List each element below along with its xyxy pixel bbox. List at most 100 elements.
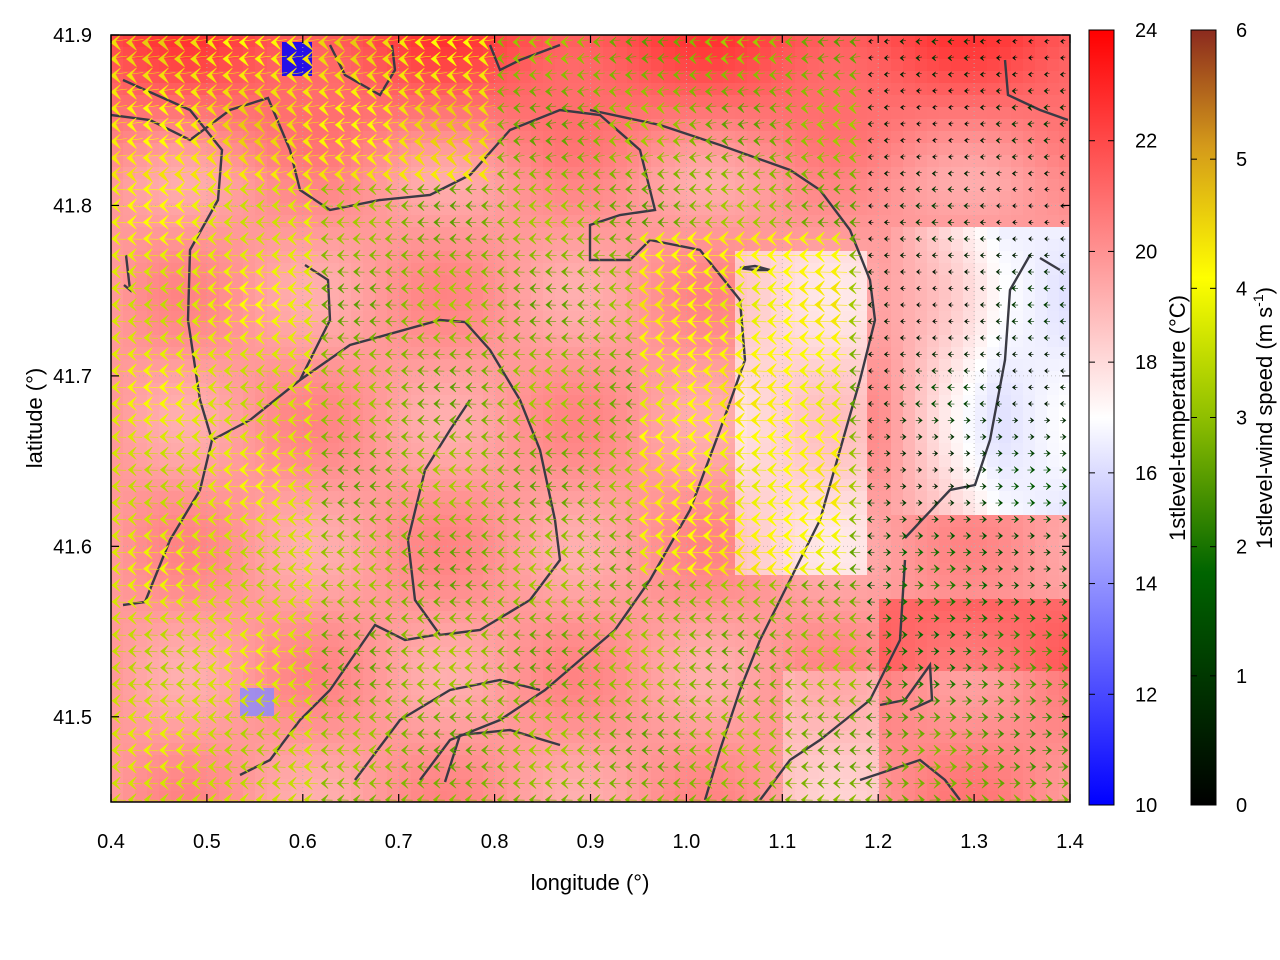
wind-arrow <box>321 316 333 327</box>
wind-arrow <box>592 480 605 492</box>
wind-arrow <box>254 479 271 494</box>
wind-arrow <box>671 561 687 576</box>
wind-arrow <box>625 217 637 228</box>
wind-arrow <box>496 102 509 114</box>
wind-arrow <box>624 298 638 311</box>
wind-arrow <box>127 430 143 444</box>
wind-arrow <box>560 397 574 410</box>
wind-arrow <box>175 265 191 279</box>
wind-arrow <box>702 264 719 279</box>
wind-arrow <box>625 728 637 739</box>
wind-arrow <box>368 348 381 360</box>
wind-arrow <box>1027 549 1035 556</box>
wind-arrow <box>670 511 687 527</box>
wind-arrow <box>833 36 845 47</box>
wind-arrow <box>849 728 861 739</box>
wind-arrow <box>800 678 813 690</box>
wind-arrow <box>993 794 1006 802</box>
wind-arrow <box>753 152 765 163</box>
wind-arrow <box>798 429 815 444</box>
wind-arrow <box>271 776 286 790</box>
wind-arrow <box>255 380 270 394</box>
wind-arrow <box>462 84 480 100</box>
wind-arrow <box>127 363 143 378</box>
wind-arrow <box>352 596 365 608</box>
wind-arrow <box>432 612 445 624</box>
wind-arrow <box>173 35 192 51</box>
wind-arrow <box>670 346 687 362</box>
wind-arrow <box>654 429 671 444</box>
wind-arrow <box>206 166 224 183</box>
wind-arrow <box>384 612 397 624</box>
wind-arrow <box>592 102 605 114</box>
wind-arrow <box>382 35 400 51</box>
wind-arrow <box>127 281 142 295</box>
wind-arrow <box>159 298 174 312</box>
wind-arrow <box>995 268 1002 275</box>
wind-arrow <box>544 695 557 707</box>
wind-arrow <box>207 231 223 246</box>
wind-arrow <box>175 231 191 246</box>
wind-arrow <box>704 69 717 81</box>
wind-arrow <box>174 166 192 183</box>
wind-arrow <box>915 400 923 408</box>
wind-arrow <box>948 121 954 127</box>
wind-arrow <box>963 351 970 358</box>
wind-arrow <box>544 546 558 559</box>
wind-arrow <box>882 597 892 606</box>
wind-arrow <box>349 35 368 51</box>
wind-arrow <box>831 545 847 560</box>
wind-arrow <box>512 365 525 377</box>
wind-arrow <box>1059 318 1066 325</box>
wind-arrow <box>881 778 893 789</box>
wind-arrow <box>544 744 558 757</box>
wind-arrow <box>640 612 653 624</box>
wind-arrow <box>798 495 816 511</box>
wind-arrow <box>592 332 605 344</box>
wind-arrow <box>657 217 669 228</box>
wind-arrow <box>272 744 286 757</box>
wind-arrow <box>159 710 175 724</box>
wind-arrow <box>867 532 875 540</box>
wind-arrow <box>883 186 890 193</box>
wind-arrow <box>899 252 906 259</box>
wind-arrow <box>384 414 397 426</box>
wind-arrow <box>916 483 923 490</box>
wind-arrow <box>832 612 845 624</box>
wind-arrow <box>800 777 813 789</box>
wind-arrow <box>353 332 365 344</box>
wind-arrow <box>544 727 558 740</box>
y-tick-label: 41.7 <box>53 366 92 388</box>
wind-arrow <box>576 152 589 163</box>
wind-arrow <box>932 285 938 291</box>
wind-arrow <box>1010 646 1021 657</box>
wind-arrow <box>271 677 287 691</box>
wind-arrow <box>207 413 223 427</box>
wind-arrow <box>416 431 429 443</box>
wind-arrow <box>465 728 477 739</box>
wind-arrow <box>702 528 719 544</box>
wind-arrow <box>848 496 862 509</box>
wind-arrow <box>767 462 783 477</box>
wind-arrow <box>608 266 621 278</box>
wind-arrow <box>111 347 127 362</box>
wind-arrow <box>464 513 477 525</box>
wind-arrow <box>496 233 509 245</box>
wind-arrow <box>1057 761 1069 772</box>
wind-arrow <box>111 231 127 246</box>
wind-arrow <box>223 562 238 576</box>
wind-arrow <box>979 368 986 374</box>
wind-arrow <box>350 166 368 183</box>
wind-arrow <box>900 466 907 473</box>
wind-arrow <box>302 51 320 67</box>
wind-arrow <box>446 67 464 84</box>
wind-arrow <box>512 563 526 575</box>
wind-arrow <box>175 331 191 345</box>
wind-arrow <box>815 363 831 378</box>
wind-arrow <box>996 203 1002 209</box>
wind-arrow <box>126 134 143 149</box>
wind-arrow <box>512 414 525 426</box>
wind-arrow <box>752 744 766 757</box>
wind-arrow <box>1011 466 1019 474</box>
wind-arrow <box>947 202 955 210</box>
